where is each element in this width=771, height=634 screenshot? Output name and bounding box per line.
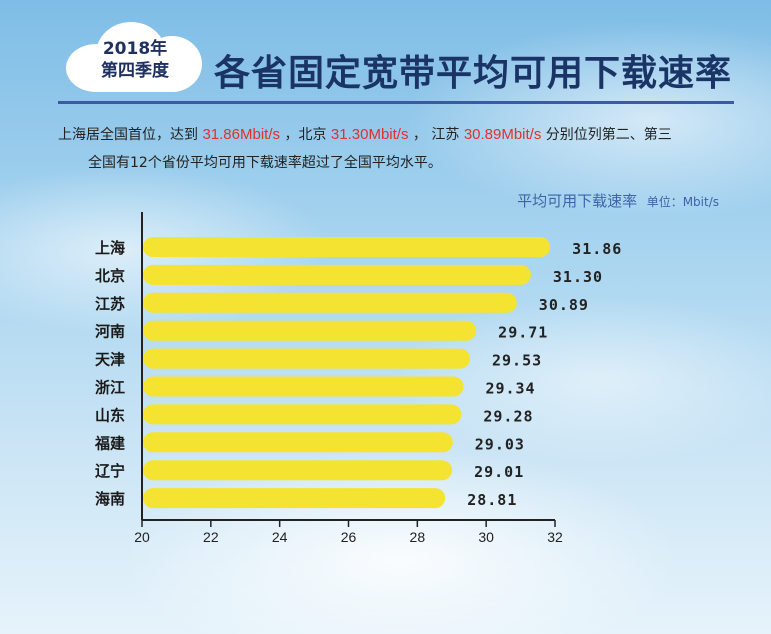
x-tick-label: 28 <box>410 529 426 545</box>
category-label: 江苏 <box>95 295 125 313</box>
value-label: 30.89 <box>539 296 589 314</box>
desc-highlight: 30.89Mbit/s <box>463 126 542 143</box>
badge-year: 2018年 <box>102 39 168 59</box>
unit-label: 单位：Mbit/s <box>646 195 719 209</box>
bar-天津 <box>143 348 470 369</box>
category-label: 海南 <box>95 490 125 508</box>
value-label: 31.30 <box>553 268 603 286</box>
desc-highlight: 31.86Mbit/s <box>202 126 280 143</box>
desc-text: 分别位列第二、第三 <box>541 127 672 143</box>
value-label: 29.28 <box>483 407 533 425</box>
value-label: 28.81 <box>467 491 517 509</box>
category-label: 浙江 <box>95 379 125 397</box>
category-label: 山东 <box>95 406 125 424</box>
category-label: 河南 <box>95 323 125 341</box>
description-line-1: 上海居全国首位，达到 31.86Mbit/s ，北京 31.30Mbit/s ，… <box>58 124 672 144</box>
bar-浙江 <box>143 376 464 397</box>
category-label: 天津 <box>95 351 125 369</box>
x-tick-label: 20 <box>134 529 150 545</box>
desc-highlight: 31.30Mbit/s <box>330 126 409 143</box>
category-label: 上海 <box>95 239 125 257</box>
bar-河南 <box>143 320 477 341</box>
value-label: 29.71 <box>498 324 548 342</box>
x-tick-label: 26 <box>341 529 357 545</box>
bar-辽宁 <box>143 460 453 481</box>
description-line-2: 全国有12个省份平均可用下载速率超过了全国平均水平。 <box>88 155 442 171</box>
bar-北京 <box>143 264 531 285</box>
chart-title-text: 平均可用下载速率 <box>517 192 638 210</box>
value-label: 29.53 <box>492 352 542 370</box>
value-label: 29.34 <box>485 380 535 398</box>
title-divider <box>58 101 734 104</box>
category-label: 福建 <box>94 434 126 452</box>
cloud-badge-shape <box>66 22 202 92</box>
badge-quarter: 第四季度 <box>101 61 169 81</box>
x-tick-label: 30 <box>478 529 494 545</box>
desc-text: ，北京 <box>280 127 331 143</box>
value-label: 29.01 <box>474 463 524 481</box>
period-badge: 2018年 第四季度 <box>80 38 190 82</box>
bar-上海 <box>143 237 551 257</box>
chart-title: 平均可用下载速率 单位：Mbit/s <box>517 190 719 211</box>
value-label: 29.03 <box>475 435 525 453</box>
value-label: 31.86 <box>572 240 622 258</box>
x-tick-label: 24 <box>272 529 288 545</box>
bar-福建 <box>143 432 453 453</box>
bar-山东 <box>143 404 462 425</box>
x-tick-label: 22 <box>203 529 219 545</box>
x-tick-label: 32 <box>547 529 563 545</box>
category-label: 北京 <box>95 267 125 285</box>
bar-海南 <box>143 488 446 509</box>
page-title: 各省固定宽带平均可用下载速率 <box>214 53 733 94</box>
desc-text: ， 江苏 <box>408 127 464 143</box>
category-label: 辽宁 <box>95 462 125 480</box>
bar-江苏 <box>143 292 517 313</box>
desc-text: 上海居全国首位，达到 <box>58 127 203 143</box>
